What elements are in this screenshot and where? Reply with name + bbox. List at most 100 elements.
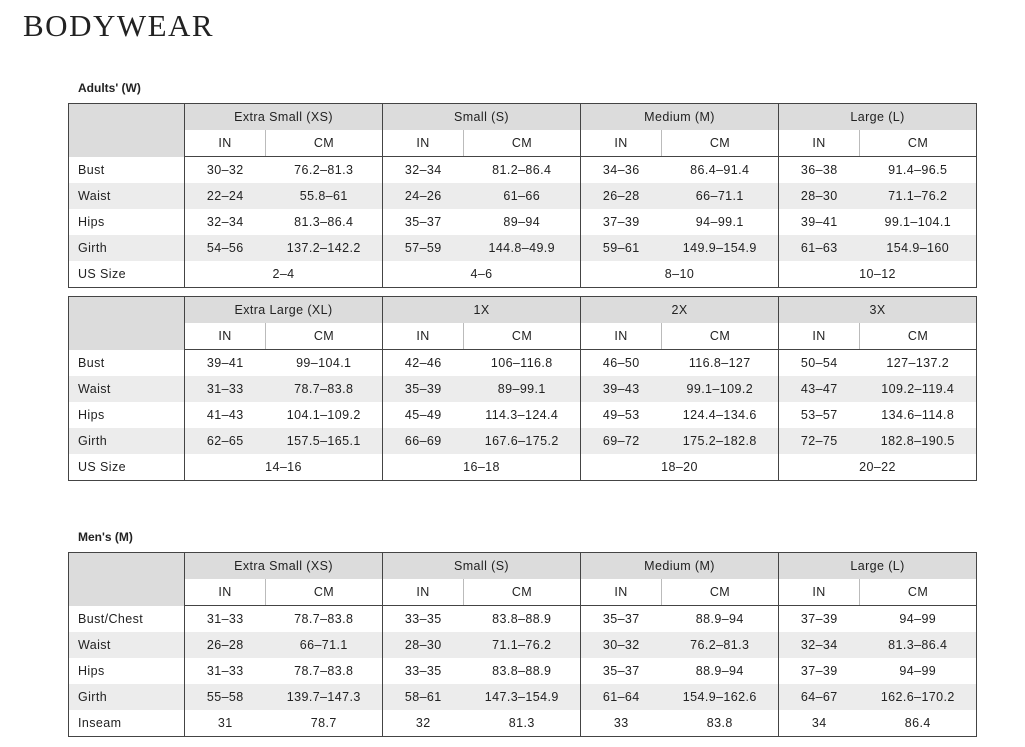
table-cell: 31–33 bbox=[184, 376, 266, 402]
table-cell: 157.5–165.1 bbox=[265, 428, 383, 454]
table-cell: 109.2–119.4 bbox=[859, 376, 977, 402]
unit-header: CM bbox=[859, 130, 977, 157]
table-cell: 24–26 bbox=[382, 183, 464, 209]
table-cell: 134.6–114.8 bbox=[881, 408, 955, 422]
table-cell: 86.4 bbox=[904, 716, 931, 730]
table-cell: 127–137.2 bbox=[886, 356, 950, 370]
table-cell: 144.8–49.9 bbox=[463, 235, 581, 261]
table-cell: 39–41 bbox=[778, 209, 860, 235]
table-cell: 89–99.1 bbox=[463, 376, 581, 402]
measure-row: Bust 30–32 76.2–81.3 32–34 81.2–86.4 34–36 86.… bbox=[68, 156, 977, 183]
table-cell: 83.8 bbox=[706, 716, 733, 730]
table-cell: 20–22 bbox=[778, 454, 977, 481]
table-cell: 66–69 bbox=[382, 428, 464, 454]
unit-header: CM bbox=[859, 323, 977, 350]
measure-row: US Size 2–4 4–6 8–10 10–12 bbox=[68, 261, 977, 288]
table-cell: 66–71.1 bbox=[265, 632, 383, 658]
size-header: Extra Small (XS) bbox=[184, 103, 383, 130]
table-cell: 147.3–154.9 bbox=[463, 684, 581, 710]
size-header: Medium (M) bbox=[579, 552, 779, 579]
measure-row: Girth 55–58 139.7–147.3 58–61 147.3–154.9 61–… bbox=[68, 684, 977, 710]
table-cell: 99.1–109.2 bbox=[661, 376, 779, 402]
size-section: Adults' (W) Extra Small (XS) Small (S) Medi… bbox=[68, 80, 978, 489]
table-cell: 94–99 bbox=[899, 664, 937, 678]
unit-header: CM bbox=[660, 579, 779, 606]
measure-row: Waist 22–24 55.8–61 24–26 61–66 26–28 66–71.1 2… bbox=[68, 183, 977, 209]
size-table: Extra Small (XS) Small (S) Medium (M) Large… bbox=[68, 103, 978, 288]
measure-row: Girth 62–65 157.5–165.1 66–69 167.6–175.2 69–… bbox=[68, 428, 977, 454]
unit-header: CM bbox=[265, 130, 383, 157]
table-cell: 46–50 bbox=[580, 349, 662, 376]
table-cell: 35–37 bbox=[580, 658, 662, 684]
table-cell: 34–36 bbox=[580, 156, 662, 183]
size-section: Men's (M) Extra Small (XS) Small (S) Medium… bbox=[68, 529, 978, 745]
table-cell: 31 bbox=[184, 710, 266, 737]
table-cell: 30–32 bbox=[184, 156, 266, 183]
row-label: Hips bbox=[68, 658, 185, 684]
table-cell: 182.8–190.5 bbox=[859, 428, 977, 454]
table-cell: 83.8–88.9 bbox=[492, 664, 552, 678]
table-cell: 10–12 bbox=[778, 261, 977, 288]
unit-header: IN bbox=[580, 323, 662, 350]
corner-cell bbox=[68, 296, 185, 350]
table-cell: 66–71.1 bbox=[661, 183, 779, 209]
table-cell: 57–59 bbox=[382, 235, 464, 261]
table-cell: 35–39 bbox=[382, 376, 464, 402]
table-cell: 28–30 bbox=[382, 632, 464, 658]
unit-header: IN bbox=[778, 323, 860, 350]
unit-header: IN bbox=[778, 579, 860, 606]
row-label: Bust bbox=[68, 349, 185, 376]
size-header: Small (S) bbox=[382, 103, 581, 130]
measure-row: Hips 32–34 81.3–86.4 35–37 89–94 37–39 94–99.1… bbox=[68, 209, 977, 235]
unit-header: IN bbox=[778, 130, 860, 157]
table-cell: 28–30 bbox=[778, 183, 860, 209]
table-cell: 149.9–154.9 bbox=[661, 235, 779, 261]
measure-row: Hips 31–33 78.7–83.8 33–35 83.8–88.9 35–37 88.… bbox=[68, 658, 977, 684]
table-cell: 162.6–170.2 bbox=[859, 684, 977, 710]
table-cell: 34 bbox=[778, 710, 860, 737]
row-label: Bust/Chest bbox=[68, 605, 185, 632]
table-cell: 83.8–88.9 bbox=[492, 612, 552, 626]
row-label: Waist bbox=[68, 183, 185, 209]
row-label: Waist bbox=[68, 376, 185, 402]
unit-row: IN CM IN CM IN CM IN CM bbox=[69, 579, 977, 606]
table-cell: 30–32 bbox=[580, 632, 662, 658]
table-cell: 99–104.1 bbox=[296, 356, 352, 370]
row-label: US Size bbox=[68, 261, 185, 288]
size-header: Extra Small (XS) bbox=[184, 552, 383, 579]
table-cell: 71.1–76.2 bbox=[859, 183, 977, 209]
table-cell: 22–24 bbox=[184, 183, 266, 209]
unit-header: CM bbox=[859, 579, 977, 606]
header-row: Extra Large (XL) 1X 2X 3X bbox=[68, 296, 977, 350]
measure-row: Waist 31–33 78.7–83.8 35–39 89–99.1 39–43 99.1… bbox=[68, 376, 977, 402]
row-label: Bust bbox=[68, 156, 185, 183]
table-cell: 39–43 bbox=[580, 376, 662, 402]
row-label: Girth bbox=[68, 235, 185, 261]
unit-header: CM bbox=[661, 323, 779, 350]
table-cell: 45–49 bbox=[382, 402, 464, 428]
size-table: Extra Large (XL) 1X 2X 3X IN CM IN CM IN CM IN CM Bu… bbox=[68, 296, 978, 481]
table-cell: 64–67 bbox=[778, 684, 860, 710]
table-cell: 31–33 bbox=[184, 605, 266, 632]
table-cell: 104.1–109.2 bbox=[286, 408, 361, 422]
table-cell: 32–34 bbox=[382, 156, 464, 183]
table-cell: 43–47 bbox=[778, 376, 860, 402]
unit-header: CM bbox=[463, 130, 581, 157]
unit-header: IN bbox=[382, 130, 464, 157]
table-cell: 31–33 bbox=[184, 658, 266, 684]
section-heading: Adults' (W) bbox=[78, 81, 141, 95]
unit-header: CM bbox=[660, 130, 779, 157]
table-cell: 78.7–83.8 bbox=[294, 664, 354, 678]
table-cell: 33–35 bbox=[382, 658, 464, 684]
size-header: Large (L) bbox=[778, 103, 977, 130]
measure-row: US Size 14–16 16–18 18–20 20–22 bbox=[68, 454, 977, 481]
table-cell: 16–18 bbox=[382, 454, 581, 481]
corner-cell bbox=[68, 552, 185, 606]
table-cell: 37–39 bbox=[778, 605, 860, 632]
measure-row: Hips 41–43 104.1–109.2 45–49 114.3–124.4 49–5… bbox=[68, 402, 977, 428]
page-title: BODYWEAR bbox=[23, 8, 215, 43]
table-cell: 116.8–127 bbox=[688, 356, 751, 370]
unit-header: CM bbox=[463, 323, 581, 350]
table-cell: 78.7–83.8 bbox=[294, 612, 354, 626]
table-cell: 35–37 bbox=[580, 605, 662, 632]
